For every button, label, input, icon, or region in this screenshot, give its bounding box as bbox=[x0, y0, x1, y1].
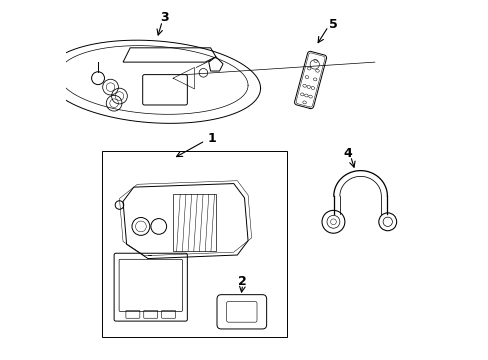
Bar bbox=[102, 152, 287, 337]
Text: 4: 4 bbox=[343, 147, 352, 160]
Text: 3: 3 bbox=[160, 11, 168, 24]
Text: 5: 5 bbox=[328, 18, 337, 31]
Bar bbox=[173, 194, 216, 251]
Text: 2: 2 bbox=[238, 275, 246, 288]
Text: 1: 1 bbox=[207, 132, 216, 145]
